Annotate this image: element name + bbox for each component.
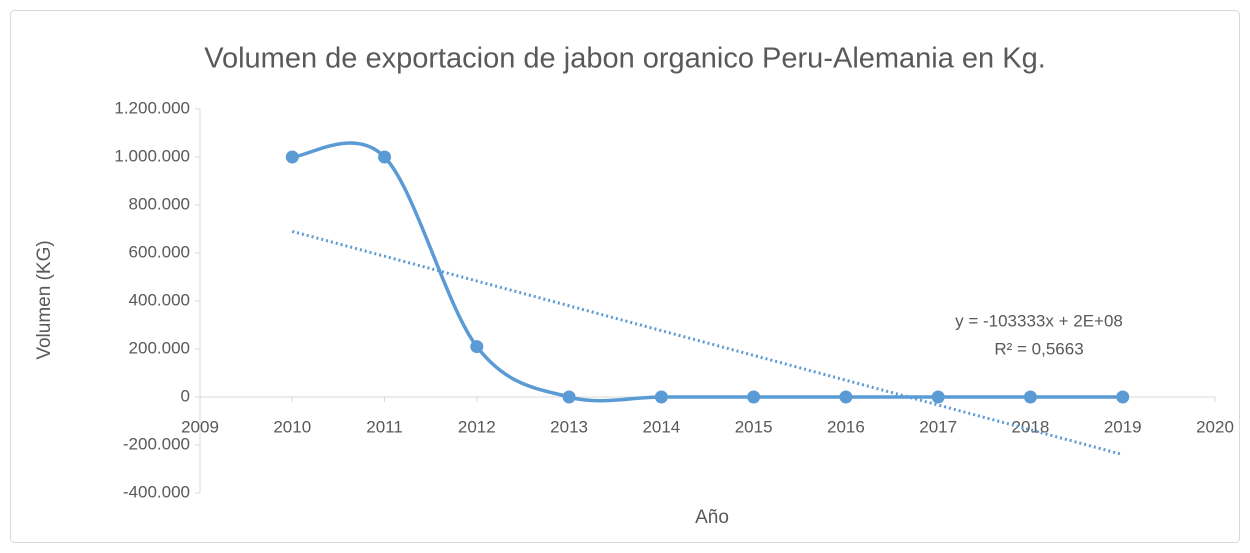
y-tick-label: -200.000 xyxy=(123,434,190,453)
data-point xyxy=(931,390,945,404)
y-tick-label: -400.000 xyxy=(123,482,190,501)
x-tick-label: 2015 xyxy=(735,417,773,436)
y-tick-label: 1.200.000 xyxy=(114,98,190,117)
x-tick-label: 2011 xyxy=(366,417,403,436)
y-tick-label: 200.000 xyxy=(129,338,190,357)
data-point xyxy=(1023,390,1037,404)
x-tick-label: 2017 xyxy=(919,417,957,436)
x-tick-label: 2018 xyxy=(1012,417,1050,436)
x-tick-label: 2012 xyxy=(458,417,496,436)
data-point xyxy=(839,390,853,404)
x-tick-label: 2009 xyxy=(181,417,219,436)
chart-title: Volumen de exportacion de jabon organico… xyxy=(204,43,1046,75)
x-tick-label: 2019 xyxy=(1104,417,1142,436)
x-tick-label: 2014 xyxy=(642,417,680,436)
trendline-r2: R² = 0,5663 xyxy=(994,339,1083,358)
data-point xyxy=(470,340,484,354)
y-tick-label: 800.000 xyxy=(129,194,190,213)
y-tick-label: 0 xyxy=(181,386,190,405)
data-point xyxy=(562,390,576,404)
x-tick-label: 2013 xyxy=(550,417,588,436)
y-axis-label: Volumen (KG) xyxy=(34,240,55,359)
data-point xyxy=(654,390,668,404)
series-line xyxy=(292,141,1123,403)
y-tick-label: 1.000.000 xyxy=(114,146,190,165)
x-tick-label: 2020 xyxy=(1196,417,1234,436)
x-tick-label: 2016 xyxy=(827,417,865,436)
x-axis-label: Año xyxy=(695,507,729,528)
data-point xyxy=(378,150,392,164)
chart-border xyxy=(10,10,1240,543)
data-point xyxy=(285,150,299,164)
trendline-equation: y = -103333x + 2E+08 xyxy=(955,311,1123,330)
y-tick-label: 400.000 xyxy=(129,290,190,309)
trendline xyxy=(291,229,1124,457)
data-point xyxy=(1116,390,1130,404)
data-point xyxy=(747,390,761,404)
y-tick-label: 600.000 xyxy=(129,242,190,261)
x-tick-label: 2010 xyxy=(273,417,311,436)
